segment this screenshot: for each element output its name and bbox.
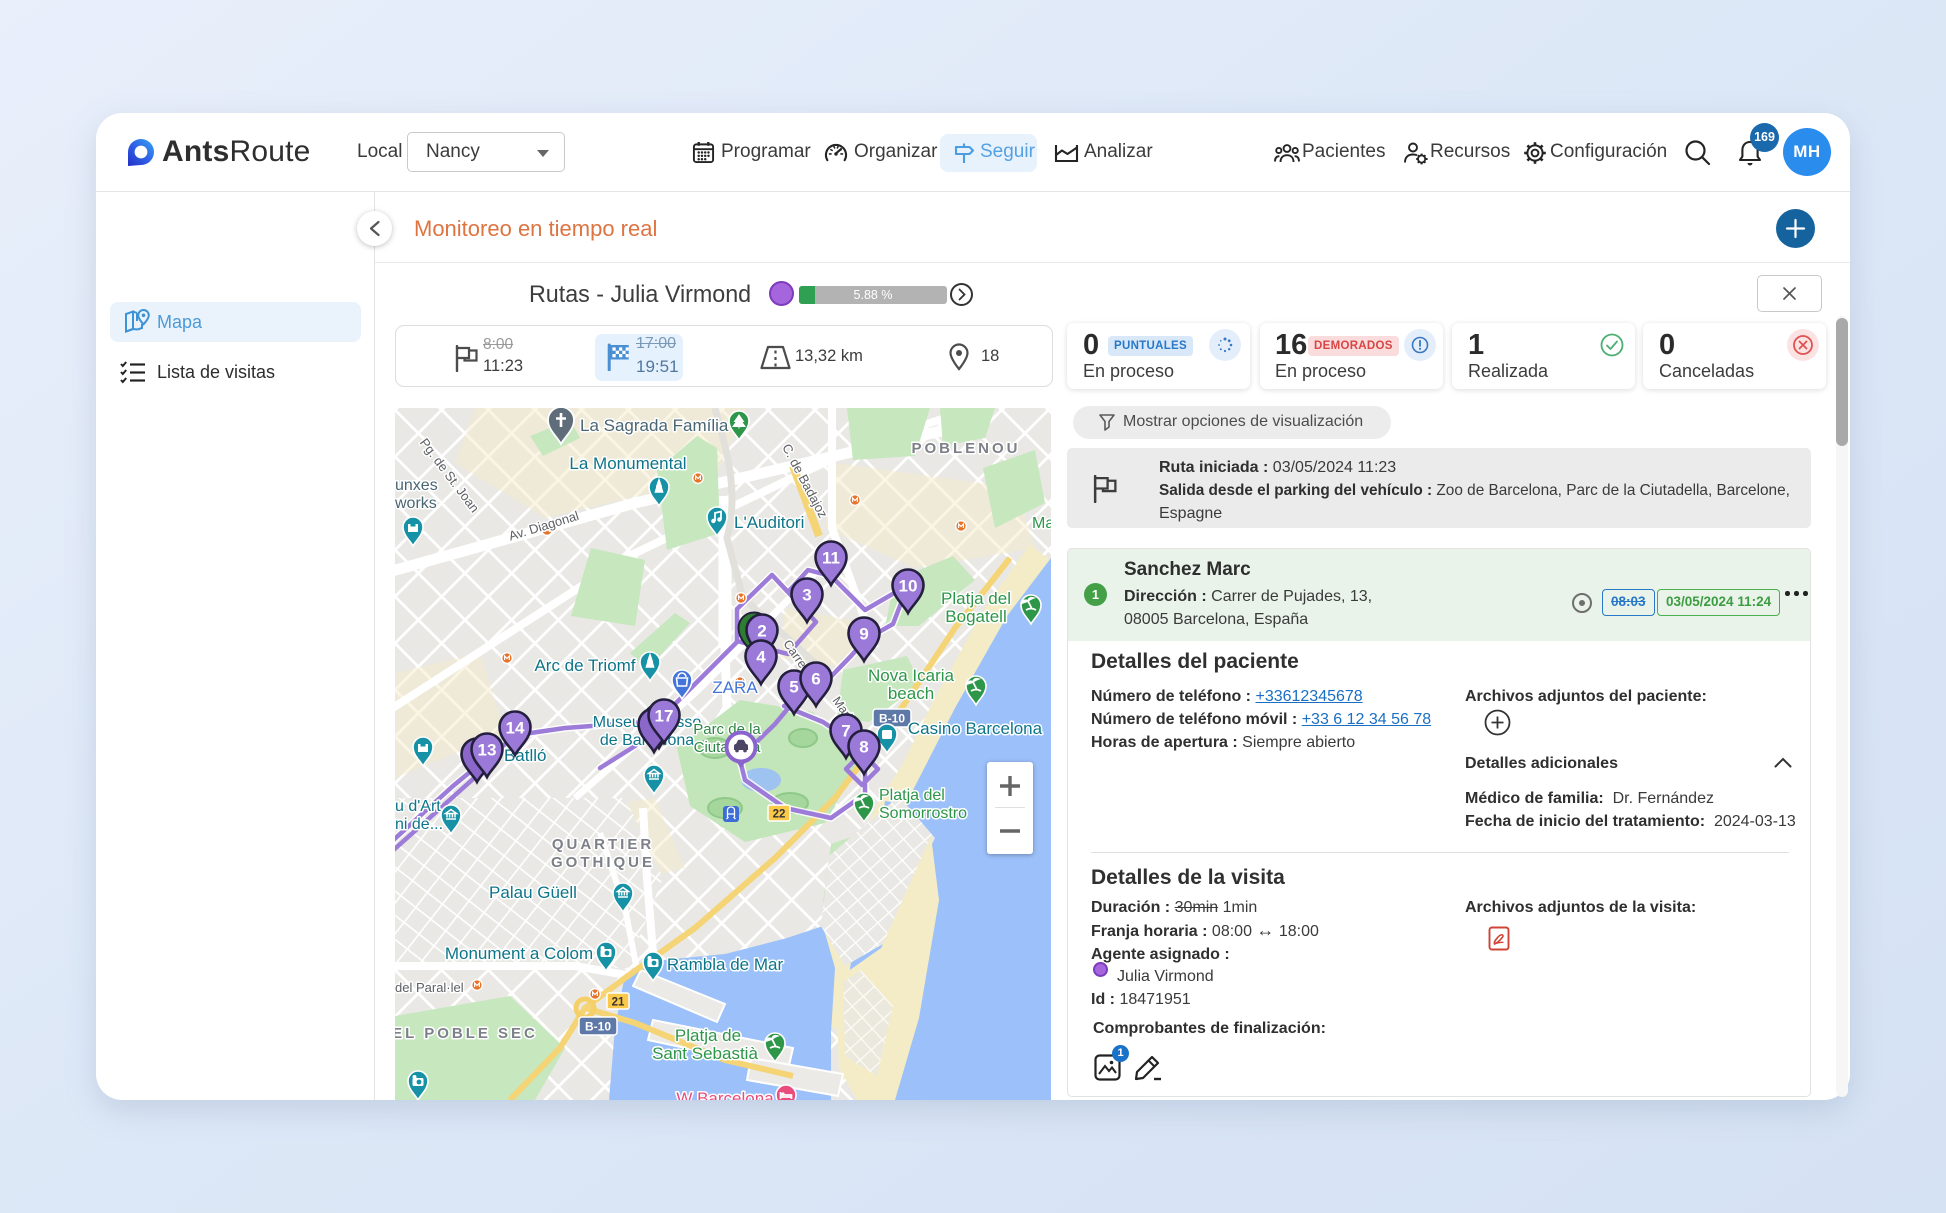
svg-text:QUARTIER: QUARTIER [552,836,654,853]
svg-text:14: 14 [506,719,525,738]
svg-text:6: 6 [811,670,820,689]
svg-text:11: 11 [822,549,840,568]
svg-text:22: 22 [773,809,786,821]
svg-text:21: 21 [612,997,625,1009]
svg-text:ni de...: ni de... [395,816,443,833]
svg-text:Monument a Colom: Monument a Colom [445,944,593,963]
svg-text:Nova Icaria: Nova Icaria [868,666,955,685]
svg-text:B-10: B-10 [879,712,905,726]
svg-text:Arc de Triomf: Arc de Triomf [534,656,635,675]
svg-text:Casino Barcelona: Casino Barcelona [908,719,1043,738]
svg-text:EL POBLE SEC: EL POBLE SEC [395,1025,538,1042]
svg-text:Sant Sebastià: Sant Sebastià [652,1044,758,1063]
svg-text:Mar B: Mar B [1032,515,1051,532]
svg-text:Platja del: Platja del [941,589,1011,608]
svg-text:4: 4 [756,648,766,667]
svg-text:Rambla de Mar: Rambla de Mar [667,955,784,974]
svg-text:10: 10 [899,577,918,596]
svg-text:u d'Art: u d'Art [395,798,441,815]
svg-text:del Paral·lel: del Paral·lel [395,980,464,995]
svg-text:17: 17 [655,707,674,726]
svg-text:Palau Güell: Palau Güell [489,883,577,902]
svg-text:Platja de: Platja de [675,1026,741,1045]
svg-text:7: 7 [841,722,850,741]
svg-text:GOTHIQUE: GOTHIQUE [551,854,655,871]
svg-text:2: 2 [757,622,766,641]
svg-text:9: 9 [859,625,868,644]
svg-text:La Sagrada Família: La Sagrada Família [580,416,729,435]
svg-text:POBLENOU: POBLENOU [911,440,1020,457]
svg-text:beach: beach [888,684,934,703]
svg-text:La Monumental: La Monumental [569,454,686,473]
svg-text:Somorrostro: Somorrostro [879,805,967,822]
svg-text:Platja del: Platja del [879,787,945,804]
svg-text:works: works [395,495,437,512]
svg-text:8: 8 [859,738,868,757]
svg-text:5: 5 [789,678,798,697]
svg-text:unxes: unxes [395,477,438,494]
svg-text:3: 3 [802,586,811,605]
svg-text:13: 13 [478,741,497,760]
svg-text:ZARA: ZARA [712,678,758,697]
svg-text:L'Auditori: L'Auditori [734,513,804,532]
svg-text:Bogatell: Bogatell [945,607,1006,626]
svg-text:W Barcelona: W Barcelona [676,1089,774,1100]
svg-text:B-10: B-10 [585,1020,611,1034]
